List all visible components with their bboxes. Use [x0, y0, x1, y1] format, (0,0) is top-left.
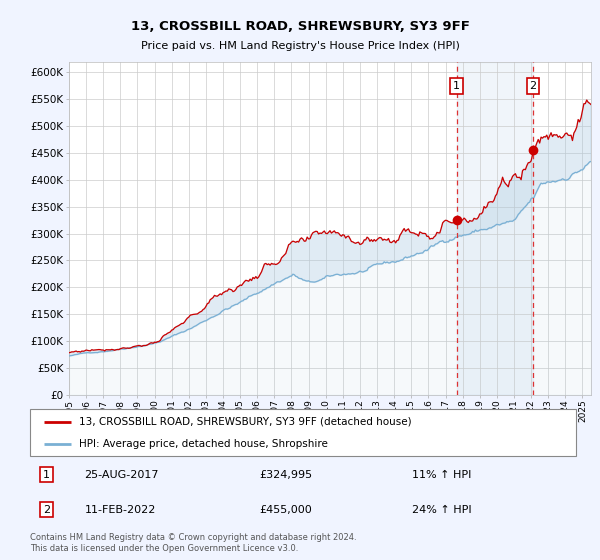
Bar: [457, 62, 533, 395]
Text: 2: 2: [530, 81, 537, 91]
Text: HPI: Average price, detached house, Shropshire: HPI: Average price, detached house, Shro…: [79, 438, 328, 449]
Text: 2: 2: [43, 505, 50, 515]
Text: 1: 1: [43, 470, 50, 479]
Text: 25-AUG-2017: 25-AUG-2017: [85, 470, 159, 479]
Text: 1: 1: [453, 81, 460, 91]
Text: 11% ↑ HPI: 11% ↑ HPI: [412, 470, 472, 479]
Text: £324,995: £324,995: [259, 470, 313, 479]
Text: 24% ↑ HPI: 24% ↑ HPI: [412, 505, 472, 515]
Text: Contains HM Land Registry data © Crown copyright and database right 2024.
This d: Contains HM Land Registry data © Crown c…: [30, 533, 356, 553]
Text: 13, CROSSBILL ROAD, SHREWSBURY, SY3 9FF: 13, CROSSBILL ROAD, SHREWSBURY, SY3 9FF: [131, 20, 469, 32]
Text: 13, CROSSBILL ROAD, SHREWSBURY, SY3 9FF (detached house): 13, CROSSBILL ROAD, SHREWSBURY, SY3 9FF …: [79, 417, 412, 427]
Text: £455,000: £455,000: [259, 505, 312, 515]
FancyBboxPatch shape: [30, 409, 576, 456]
Text: Price paid vs. HM Land Registry's House Price Index (HPI): Price paid vs. HM Land Registry's House …: [140, 41, 460, 51]
Text: 11-FEB-2022: 11-FEB-2022: [85, 505, 156, 515]
